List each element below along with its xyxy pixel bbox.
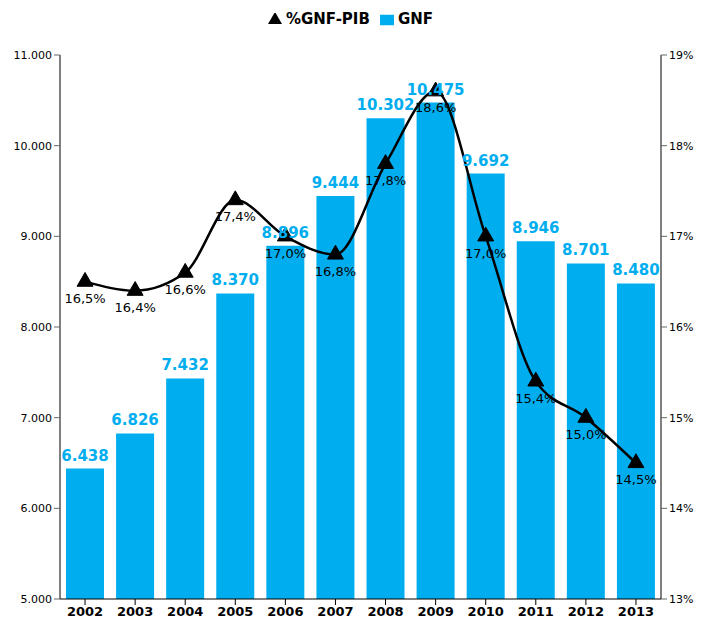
svg-text:14%: 14%: [669, 502, 693, 515]
svg-text:14,5%: 14,5%: [615, 472, 656, 487]
svg-text:15,0%: 15,0%: [565, 427, 606, 442]
svg-text:17,0%: 17,0%: [465, 246, 506, 261]
svg-text:10.302: 10.302: [357, 96, 415, 114]
svg-text:9.000: 9.000: [21, 230, 53, 243]
svg-text:2003: 2003: [117, 604, 153, 619]
svg-text:8.000: 8.000: [21, 321, 53, 334]
svg-text:8.480: 8.480: [612, 261, 659, 279]
svg-text:8.946: 8.946: [512, 219, 559, 237]
svg-text:16,4%: 16,4%: [114, 300, 155, 315]
svg-text:8.370: 8.370: [212, 271, 259, 289]
svg-text:2009: 2009: [418, 604, 454, 619]
html-text:GNF: GNF: [397, 10, 433, 28]
svg-text:8.896: 8.896: [262, 224, 309, 242]
svg-text:2006: 2006: [267, 604, 303, 619]
svg-text:16%: 16%: [669, 321, 693, 334]
svg-text:10.000: 10.000: [14, 140, 53, 153]
svg-text:15,4%: 15,4%: [515, 391, 556, 406]
svg-text:18,6%: 18,6%: [415, 100, 456, 115]
svg-text:2008: 2008: [367, 604, 403, 619]
svg-text:2013: 2013: [618, 604, 654, 619]
svg-text:6.826: 6.826: [111, 411, 158, 429]
svg-text:5.000: 5.000: [21, 593, 53, 606]
svg-text:6.438: 6.438: [61, 447, 108, 465]
svg-text:16,5%: 16,5%: [64, 291, 105, 306]
svg-text:2007: 2007: [317, 604, 353, 619]
svg-text:10.475: 10.475: [407, 81, 465, 99]
svg-text:16,6%: 16,6%: [165, 282, 206, 297]
svg-text:2010: 2010: [468, 604, 504, 619]
svg-text:17%: 17%: [669, 230, 693, 243]
svg-text:2004: 2004: [167, 604, 203, 619]
svg-text:16,8%: 16,8%: [315, 264, 356, 279]
svg-text:17,0%: 17,0%: [265, 246, 306, 261]
svg-text:9.692: 9.692: [462, 152, 509, 170]
svg-text:2002: 2002: [67, 604, 103, 619]
svg-text:6.000: 6.000: [21, 502, 53, 515]
svg-text:7.432: 7.432: [161, 356, 208, 374]
svg-text:2011: 2011: [518, 604, 554, 619]
svg-text:17,4%: 17,4%: [215, 209, 256, 224]
svg-text:19%: 19%: [669, 49, 693, 62]
svg-text:13%: 13%: [669, 593, 693, 606]
svg-text:18%: 18%: [669, 140, 693, 153]
html-text:%GNF-PIB: %GNF-PIB: [286, 10, 370, 28]
svg-text:8.701: 8.701: [562, 241, 609, 259]
svg-text:2005: 2005: [217, 604, 253, 619]
svg-text:11.000: 11.000: [14, 49, 53, 62]
svg-text:17,8%: 17,8%: [365, 173, 406, 188]
svg-text:15%: 15%: [669, 412, 693, 425]
svg-text:7.000: 7.000: [21, 412, 53, 425]
svg-text:9.444: 9.444: [312, 174, 359, 192]
svg-text:2012: 2012: [568, 604, 604, 619]
